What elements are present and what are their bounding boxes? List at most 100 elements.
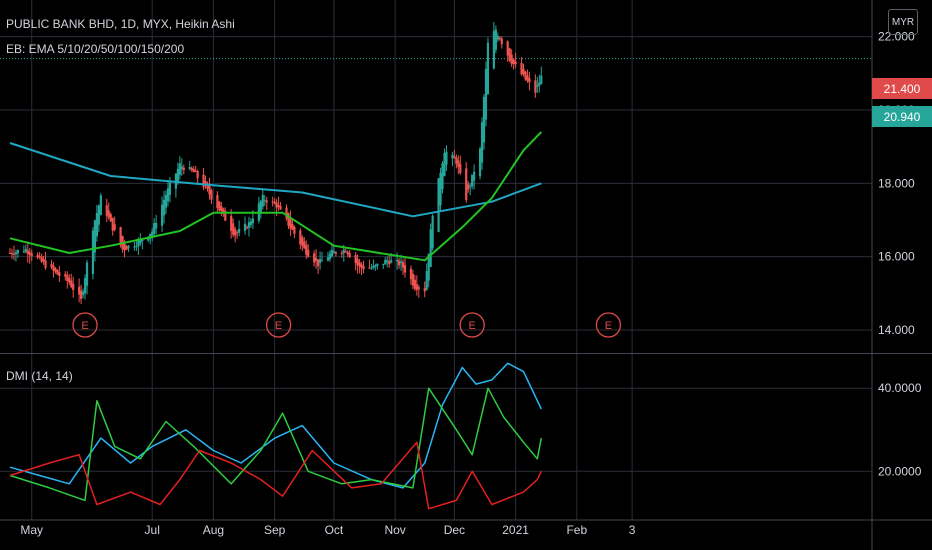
candle [399, 254, 403, 271]
candle-body [56, 269, 59, 275]
candle [271, 196, 274, 207]
candle-body [58, 272, 61, 277]
candle [285, 204, 288, 221]
candle [190, 166, 193, 172]
candle [534, 74, 537, 98]
candle-body [473, 171, 476, 181]
candle [401, 258, 405, 275]
candle [512, 58, 515, 70]
candle [443, 148, 446, 177]
candle-body [415, 284, 418, 291]
x-tick-label: 2021 [502, 523, 529, 537]
candle [326, 251, 330, 262]
candle [36, 252, 39, 260]
candle [524, 70, 527, 81]
candle-body [492, 31, 495, 69]
candle [486, 37, 490, 95]
candle [202, 167, 205, 190]
candle [360, 262, 363, 276]
candle-body [372, 265, 375, 268]
candle [38, 252, 41, 260]
currency-button[interactable]: MYR [888, 9, 918, 35]
candle-body [423, 288, 426, 292]
candle-body [265, 200, 268, 203]
candles [8, 22, 543, 305]
candle-body [42, 259, 45, 262]
candle [478, 146, 482, 180]
candle-body [164, 194, 168, 208]
candle-body [293, 226, 296, 234]
candle [141, 239, 144, 250]
candle [64, 271, 67, 281]
candle [151, 227, 154, 242]
candle [107, 202, 110, 220]
candle-body [403, 264, 407, 273]
candle [459, 155, 462, 176]
candle-body [496, 35, 499, 40]
candle [164, 190, 168, 215]
dmi-label[interactable]: DMI (14, 14) [6, 369, 73, 383]
candle-body [346, 251, 349, 255]
candle-body [510, 54, 513, 64]
candle [247, 216, 251, 237]
candle [374, 264, 377, 271]
candle [10, 248, 14, 259]
earnings-label: E [605, 320, 612, 332]
candle-body [540, 75, 543, 85]
candle [480, 117, 484, 170]
candle [299, 228, 302, 250]
candle [80, 284, 83, 305]
candle-body [508, 48, 511, 61]
candle [431, 214, 434, 251]
candle-body [344, 251, 347, 253]
candle-body [180, 166, 183, 170]
candle-body [303, 241, 306, 249]
ema-line-long [9, 142, 542, 218]
candle-body [36, 254, 39, 258]
indicator-label[interactable]: EB: EMA 5/10/20/50/100/150/200 [6, 42, 185, 56]
candle-body [224, 210, 227, 221]
candle-body [97, 205, 100, 225]
ema-line-mid [9, 131, 543, 262]
candle-body [151, 231, 154, 237]
candle-body [232, 223, 235, 235]
candle-body [208, 185, 211, 195]
candle-body [95, 212, 98, 237]
candle-body [273, 201, 276, 204]
candle [330, 244, 334, 258]
candle [411, 269, 414, 290]
candle [113, 216, 116, 232]
candle [423, 281, 426, 298]
candle-body [455, 157, 458, 164]
candle-body [123, 242, 126, 251]
candle-body [482, 96, 486, 143]
x-tick-label: Feb [566, 523, 587, 537]
candle [358, 258, 361, 274]
candle [85, 259, 89, 295]
candle-body [168, 182, 172, 195]
candle [188, 160, 191, 171]
candle-body [16, 250, 19, 254]
x-tick-label: May [20, 523, 43, 537]
candle-body [243, 223, 247, 231]
candle [72, 276, 75, 298]
earnings-marker: E [459, 312, 485, 338]
candle-body [512, 59, 515, 64]
candle [52, 261, 55, 278]
candle [30, 249, 33, 262]
candle-body [498, 37, 501, 40]
candle [111, 217, 114, 236]
candle-body [307, 249, 310, 257]
candle-body [105, 205, 108, 216]
candle [508, 47, 511, 63]
candle [44, 251, 47, 271]
candle-body [285, 207, 288, 219]
candle [16, 249, 19, 258]
candle-body [514, 61, 517, 65]
x-tick-label: Nov [384, 523, 405, 537]
candle-body [411, 273, 414, 286]
candle-body [524, 71, 527, 80]
candle-body [139, 238, 142, 244]
